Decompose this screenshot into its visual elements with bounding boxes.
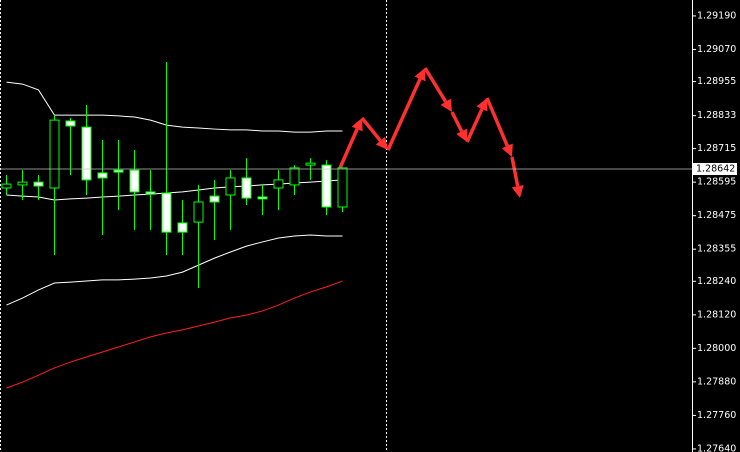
arrow-shaft xyxy=(485,97,509,147)
y-tick-label: 1.29070 xyxy=(697,44,736,55)
arrow-shaft xyxy=(510,156,520,187)
arrow-shaft xyxy=(450,111,464,133)
arrow-shaft xyxy=(360,116,382,142)
y-tick-label: 1.27640 xyxy=(697,443,736,452)
candle-body xyxy=(33,181,44,187)
y-tick-label: 1.28833 xyxy=(697,110,736,121)
candle-body xyxy=(193,201,204,223)
indicator-line xyxy=(6,234,343,306)
arrow-head xyxy=(351,118,363,132)
indicator-line xyxy=(6,280,343,389)
indicator-line xyxy=(6,81,343,133)
indicator-line xyxy=(6,179,343,201)
candle-body xyxy=(337,167,348,208)
candle-body xyxy=(225,177,236,196)
candle-body xyxy=(161,192,172,233)
arrow-head xyxy=(476,98,488,112)
candle-body xyxy=(241,177,252,199)
candle-body xyxy=(1,183,12,189)
arrow-head xyxy=(414,68,426,82)
candle-body xyxy=(257,196,268,200)
y-tick-label: 1.27760 xyxy=(697,410,736,421)
arrow-shaft xyxy=(386,78,422,151)
arrow-shaft xyxy=(465,108,484,143)
y-tick-label: 1.28355 xyxy=(697,244,736,255)
y-tick-label: 1.28240 xyxy=(697,276,736,287)
candle-body xyxy=(17,181,28,186)
candle-body xyxy=(177,222,188,233)
candle-body xyxy=(129,169,140,193)
y-tick-label: 1.28000 xyxy=(697,343,736,354)
y-tick-label: 1.28120 xyxy=(697,309,736,320)
arrow-head xyxy=(375,136,388,150)
candle-body xyxy=(97,172,108,179)
y-tick-label: 1.28715 xyxy=(697,143,736,154)
candle-body xyxy=(209,195,220,203)
y-tick-label: 1.27880 xyxy=(697,376,736,387)
current-price-label: 1.28642 xyxy=(696,164,735,175)
current-price-box xyxy=(693,163,737,176)
arrow-head xyxy=(456,128,467,142)
candle-body xyxy=(65,120,76,127)
arrow-shaft xyxy=(338,128,359,169)
y-tick-label: 1.28955 xyxy=(697,76,736,87)
candle-body xyxy=(321,164,332,208)
arrow-head xyxy=(511,185,524,198)
candle-body xyxy=(81,126,92,181)
arrow-head xyxy=(440,98,452,112)
candle-body xyxy=(49,119,60,189)
arrow-head xyxy=(501,143,513,157)
y-tick-label: 1.28595 xyxy=(697,177,736,188)
candle-body xyxy=(145,191,156,195)
arrow-shaft xyxy=(423,67,448,103)
candle-body xyxy=(273,179,284,189)
candle-body xyxy=(305,162,316,166)
y-tick-label: 1.29190 xyxy=(697,10,736,21)
y-tick-label: 1.28475 xyxy=(697,210,736,221)
candle-body xyxy=(289,167,300,186)
candle-body xyxy=(113,169,124,173)
forecast-arrows xyxy=(338,67,524,198)
